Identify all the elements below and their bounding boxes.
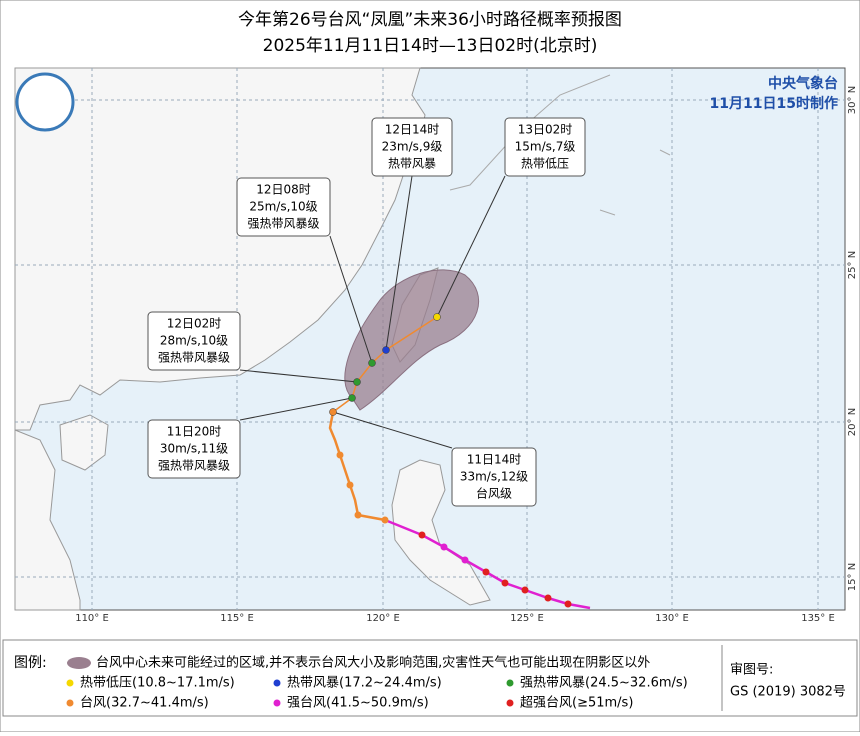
indochina — [14, 429, 81, 611]
lat-label: 20° N — [847, 408, 858, 436]
cone-icon — [67, 657, 91, 669]
issuer: 中央气象台 — [768, 75, 838, 92]
legend-label: 热带风暴(17.2~24.4m/s) — [287, 676, 442, 691]
callout-time: 11日14时 — [467, 453, 522, 467]
forecast-point — [368, 359, 376, 367]
leader-line — [239, 397, 353, 421]
callout-box — [147, 311, 241, 371]
callout-box — [451, 447, 537, 507]
forecast-point — [353, 378, 361, 386]
past-points — [329, 408, 572, 608]
title: 今年第26号台风“凤凰”未来36小时路径概率预报图 — [238, 10, 622, 30]
lon-label: 130° E — [655, 613, 689, 624]
callout-time: 12日08时 — [256, 183, 311, 197]
legend-label: 超强台风(≥51m/s) — [520, 696, 633, 711]
callout-level: 热带低压 — [521, 157, 569, 171]
legend-label: 台风(32.7~41.4m/s) — [80, 696, 209, 711]
legend-dot — [66, 679, 74, 687]
lon-label: 115° E — [220, 613, 254, 624]
past-track-typhoon — [328, 411, 386, 522]
callout-time: 12日14时 — [385, 123, 440, 137]
review-number: GS (2019) 3082号 — [730, 685, 846, 700]
callout-time: 11日20时 — [167, 425, 222, 439]
subtitle: 2025年11月11日14时—13日02时(北京时) — [263, 36, 598, 56]
legend-label: 强热带风暴(24.5~32.6m/s) — [520, 676, 688, 691]
luzon — [391, 459, 491, 606]
legend-box — [2, 639, 858, 717]
callout-box — [236, 177, 331, 237]
legend-label: 热带低压(10.8~17.1m/s) — [80, 676, 235, 691]
callout-level: 强热带风暴级 — [158, 459, 230, 473]
cone-label: 台风中心未来可能经过的区域,并不表示台风大小及影响范围,灾害性天气也可能出现在阴… — [96, 655, 650, 671]
callout-level: 热带风暴 — [388, 157, 436, 171]
lat-label: 30° N — [847, 86, 858, 114]
callout-wind: 23m/s,9级 — [382, 140, 443, 154]
legend: 图例: 台风中心未来可能经过的区域,并不表示台风大小及影响范围,灾害性天气也可能… — [2, 639, 858, 717]
legend-dot — [506, 699, 514, 707]
logo — [15, 72, 75, 132]
legend-dot — [506, 679, 514, 687]
legend-dot — [273, 679, 281, 687]
lon-label: 135° E — [801, 613, 835, 624]
callout-wind: 33m/s,12级 — [460, 470, 528, 484]
callout-wind: 25m/s,10级 — [249, 200, 317, 214]
forecast-point — [348, 394, 356, 402]
callout-wind: 30m/s,11级 — [160, 442, 228, 456]
leader-line — [239, 369, 358, 383]
callout-wind: 15m/s,7级 — [515, 140, 576, 154]
cone — [344, 269, 480, 411]
hainan — [59, 414, 109, 471]
forecast-point — [382, 346, 390, 354]
legend-dot — [273, 699, 281, 707]
lat-label: 15° N — [847, 563, 858, 591]
past-track-strong — [384, 518, 591, 610]
callout-wind: 28m/s,10级 — [160, 334, 228, 348]
callout-level: 台风级 — [476, 486, 512, 501]
leader-line — [436, 175, 506, 318]
legend-label: 强台风(41.5~50.9m/s) — [287, 696, 429, 711]
forecast-track — [332, 316, 438, 413]
callout-level: 强热带风暴级 — [247, 217, 319, 231]
lon-label: 125° E — [510, 613, 544, 624]
leader-line — [329, 235, 373, 364]
forecast-point — [433, 313, 441, 321]
callout-box — [147, 419, 241, 479]
leader-line — [332, 411, 453, 449]
callout-level: 强热带风暴级 — [158, 351, 230, 365]
forecast-point — [329, 408, 337, 416]
callout-box — [504, 117, 586, 177]
callout-box — [371, 117, 453, 177]
lat-label: 25° N — [847, 251, 858, 279]
lon-label: 120° E — [366, 613, 400, 624]
legend-dot — [66, 699, 74, 707]
issue-time: 11月11日15时制作 — [710, 95, 838, 112]
legend-title: 图例: — [14, 655, 47, 671]
callout-time: 13日02时 — [518, 123, 573, 137]
leader-line — [385, 175, 413, 351]
review-label: 审图号: — [730, 663, 773, 678]
lon-label: 110° E — [75, 613, 109, 624]
callout-time: 12日02时 — [167, 317, 222, 331]
